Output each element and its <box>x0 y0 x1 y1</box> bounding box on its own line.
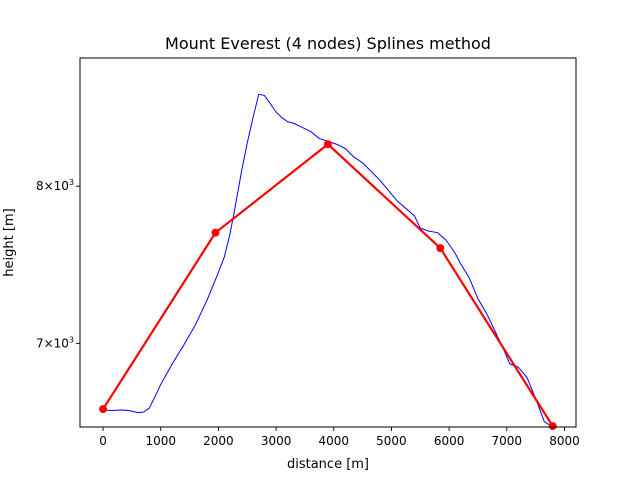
x-tick-label: 0 <box>99 434 107 448</box>
spline-node-point <box>323 140 332 149</box>
x-tick-label: 4000 <box>318 434 349 448</box>
y-tick-label: 7×103 <box>36 335 74 350</box>
x-tick-label: 1000 <box>145 434 176 448</box>
x-tick-label: 3000 <box>261 434 292 448</box>
chart-title: Mount Everest (4 nodes) Splines method <box>165 34 491 53</box>
x-tick-label: 5000 <box>376 434 407 448</box>
spline-node-point <box>99 405 108 414</box>
plot-area <box>99 93 557 431</box>
x-tick-label: 6000 <box>434 434 465 448</box>
y-tick-label: 8×103 <box>36 178 74 193</box>
x-tick-label: 8000 <box>549 434 580 448</box>
x-axis-ticks: 0 1000 2000 3000 4000 5000 6000 7000 8000 <box>99 427 580 448</box>
y-tick-exponent: 3 <box>69 178 74 187</box>
spline-node-point <box>548 422 557 431</box>
x-tick-label: 7000 <box>492 434 523 448</box>
x-tick-label: 2000 <box>203 434 234 448</box>
y-axis-label: height [m] <box>2 208 17 276</box>
axes-frame <box>79 57 577 428</box>
y-tick-exponent: 3 <box>69 335 74 344</box>
terrain-profile-line <box>102 93 554 427</box>
spline-node-point <box>211 228 220 237</box>
spline-nodes <box>99 140 557 431</box>
spline-node-point <box>436 244 445 253</box>
y-axis-ticks: 7×103 8×103 <box>36 178 80 350</box>
x-axis-label: distance [m] <box>287 457 369 472</box>
